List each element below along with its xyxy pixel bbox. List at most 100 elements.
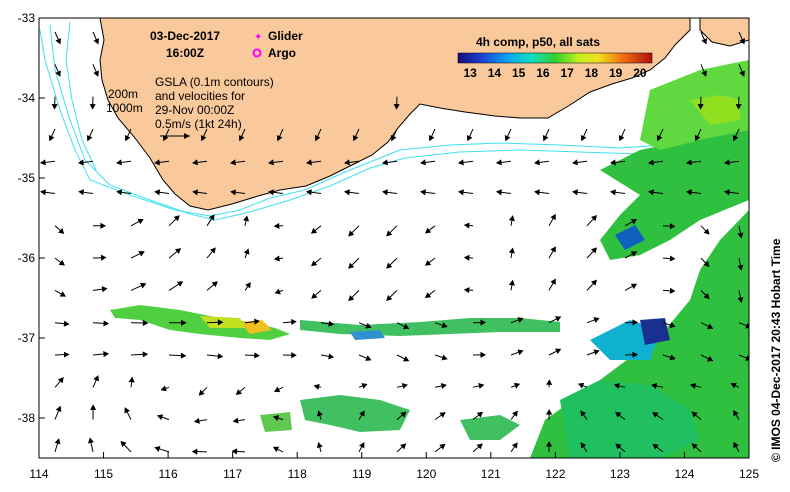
velocity-arrowhead — [272, 415, 280, 421]
velocity-arrowhead — [245, 282, 251, 289]
velocity-arrowhead — [691, 411, 698, 418]
velocity-arrowhead — [311, 260, 318, 267]
velocity-arrowhead — [508, 215, 515, 222]
velocity-arrowhead — [476, 443, 483, 450]
velocity-arrowhead — [632, 351, 639, 358]
velocity-arrowhead — [209, 247, 216, 254]
velocity-arrowhead — [344, 189, 350, 196]
velocity-arrowhead — [40, 159, 46, 166]
velocity-arrowhead — [554, 316, 562, 322]
velocity-arrowhead — [272, 446, 280, 453]
colorbar — [457, 52, 653, 64]
velocity-arrowhead — [400, 443, 407, 450]
y-tick-label: -38 — [18, 411, 36, 425]
velocity-arrowhead — [550, 213, 556, 221]
y-tick-label: -36 — [18, 251, 36, 265]
velocity-arrowhead — [463, 254, 470, 261]
velocity-arrowhead — [191, 448, 198, 455]
velocity-arrowhead — [328, 320, 335, 327]
velocity-arrowhead — [273, 386, 281, 393]
velocity-arrowhead — [739, 70, 745, 77]
argo-marker-icon — [252, 48, 262, 58]
velocity-arrowhead — [100, 222, 106, 229]
velocity-arrowhead — [745, 355, 749, 361]
velocity-arrowhead — [238, 134, 245, 142]
velocity-arrowhead — [511, 442, 518, 449]
velocity-arrowhead — [306, 159, 312, 166]
velocity-arrowhead — [310, 227, 318, 234]
velocity-arrowhead — [572, 159, 578, 166]
velocity-arrowhead — [314, 134, 321, 142]
velocity-arrowhead — [476, 411, 483, 418]
velocity-arrowhead — [348, 295, 355, 302]
velocity-arrowhead — [103, 351, 109, 358]
velocity-arrowhead — [652, 443, 659, 450]
colorbar-tick-label: 15 — [512, 66, 526, 80]
velocity-arrowhead — [401, 383, 408, 389]
velocity-arrowhead — [58, 259, 65, 266]
velocity-arrowhead — [593, 317, 600, 323]
velocity-arrowhead — [254, 352, 260, 359]
velocity-arrowhead — [669, 354, 676, 361]
velocity-arrowhead — [591, 215, 598, 222]
velocity-arrowhead — [513, 382, 521, 389]
velocity-arrowhead — [424, 227, 432, 234]
velocity-arrowhead — [154, 159, 160, 166]
velocity-arrowhead — [58, 228, 65, 234]
velocity-arrowhead — [610, 159, 616, 166]
velocity-arrowhead — [546, 441, 553, 447]
velocity-arrowhead — [93, 38, 100, 45]
velocity-arrowhead — [618, 134, 625, 142]
velocity-arrowhead — [420, 189, 426, 196]
velocity-arrowhead — [733, 441, 739, 449]
velocity-arrowhead — [348, 262, 355, 269]
velocity-arrowhead — [55, 38, 62, 45]
gsla-line-3: 29-Nov 00:00Z — [155, 103, 234, 117]
velocity-arrowhead — [550, 278, 556, 285]
colorbar-tick-label: 20 — [633, 66, 647, 80]
velocity-arrowhead — [724, 159, 730, 166]
velocity-arrowhead — [733, 410, 739, 417]
velocity-arrowhead — [440, 383, 447, 389]
velocity-arrowhead — [737, 264, 744, 271]
velocity-arrowhead — [254, 318, 260, 325]
depth-200-label: 200m — [108, 87, 138, 101]
velocity-arrowhead — [402, 323, 410, 330]
velocity-arrowhead — [424, 259, 432, 266]
velocity-arrowhead — [458, 189, 464, 196]
velocity-arrowhead — [651, 382, 658, 389]
velocity-arrowhead — [656, 134, 663, 142]
velocity-arrowhead — [630, 283, 638, 290]
velocity-arrowhead — [386, 294, 393, 301]
velocity-arrowhead — [128, 376, 135, 383]
velocity-arrowhead — [517, 349, 524, 356]
velocity-arrowhead — [382, 189, 388, 196]
velocity-arrowhead — [703, 293, 710, 300]
velocity-arrowhead — [57, 377, 64, 384]
velocity-arrowhead — [630, 251, 638, 257]
velocity-arrowhead — [400, 411, 407, 418]
velocity-arrowhead — [361, 383, 368, 389]
velocity-arrowhead — [669, 287, 676, 294]
velocity-arrowhead — [572, 189, 578, 196]
velocity-arrowhead — [458, 159, 464, 166]
velocity-arrowhead — [55, 405, 62, 412]
velocity-arrowhead — [192, 159, 198, 166]
velocity-arrowhead — [703, 260, 710, 267]
velocity-arrowhead — [40, 189, 46, 196]
velocity-arrowhead — [101, 286, 108, 293]
velocity-arrowhead — [386, 230, 393, 237]
colorbar-tick-label: 16 — [536, 66, 550, 80]
x-tick-label: 123 — [610, 467, 630, 481]
velocity-arrowhead — [686, 159, 692, 166]
velocity-arrowhead — [93, 70, 99, 77]
y-tick-label: -33 — [18, 11, 36, 25]
velocity-arrowhead — [180, 352, 187, 359]
velocity-arrowhead — [610, 189, 616, 196]
velocity-arrowhead — [690, 382, 697, 389]
velocity-arrowhead — [103, 320, 110, 327]
velocity-arrowhead — [580, 442, 587, 449]
velocity-arrowhead — [686, 189, 692, 196]
land-mass — [99, 18, 691, 211]
